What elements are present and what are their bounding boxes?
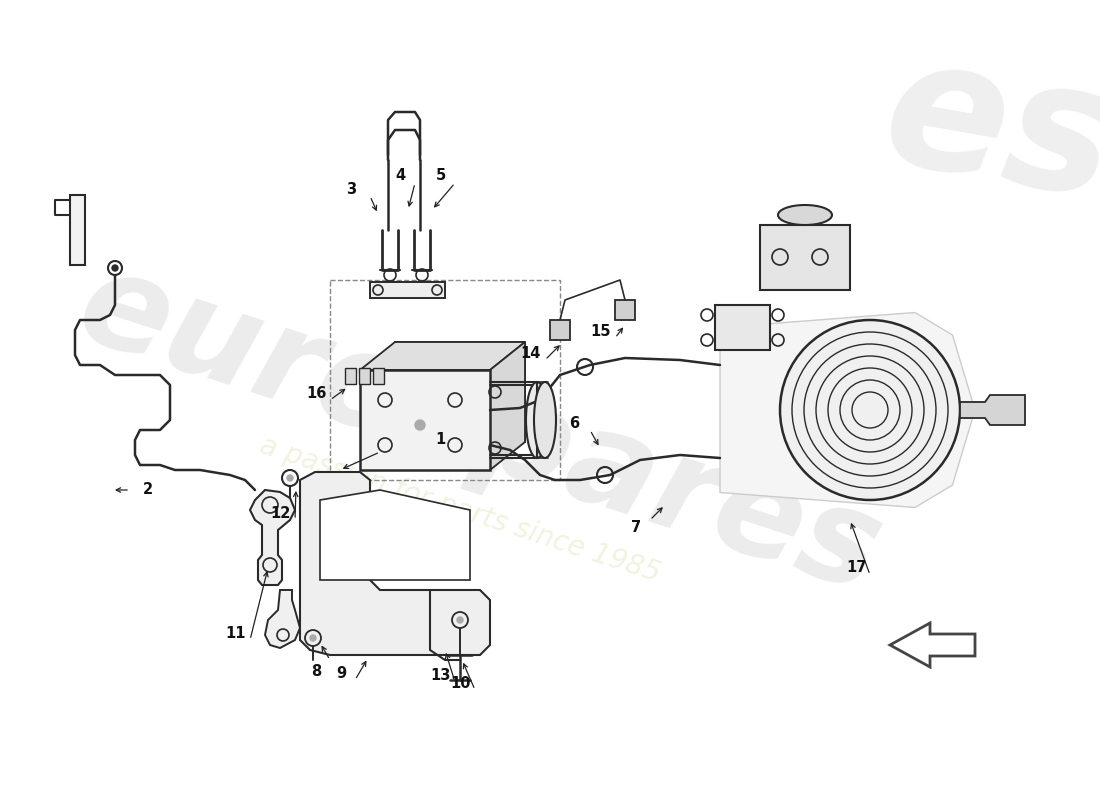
Text: 9: 9 <box>336 666 346 681</box>
Polygon shape <box>250 490 295 585</box>
Ellipse shape <box>778 205 832 225</box>
Circle shape <box>456 617 463 623</box>
Text: 7: 7 <box>631 519 641 534</box>
Polygon shape <box>490 342 525 470</box>
Text: 16: 16 <box>306 386 327 401</box>
Text: 5: 5 <box>436 169 447 183</box>
Polygon shape <box>70 195 85 265</box>
Polygon shape <box>360 370 490 470</box>
Circle shape <box>310 635 316 641</box>
Text: 2: 2 <box>143 482 153 498</box>
Polygon shape <box>395 342 525 442</box>
Polygon shape <box>550 320 570 340</box>
Polygon shape <box>615 300 635 320</box>
Text: 14: 14 <box>520 346 541 361</box>
Polygon shape <box>720 313 975 507</box>
Polygon shape <box>373 368 384 384</box>
Polygon shape <box>760 225 850 290</box>
Polygon shape <box>960 395 1025 425</box>
Text: 4: 4 <box>395 169 405 183</box>
Circle shape <box>415 420 425 430</box>
Circle shape <box>287 475 293 481</box>
Polygon shape <box>265 590 300 648</box>
Text: 12: 12 <box>271 506 292 521</box>
Ellipse shape <box>534 382 556 458</box>
Polygon shape <box>360 342 525 370</box>
Text: 13: 13 <box>431 667 451 682</box>
Ellipse shape <box>526 382 548 458</box>
Text: 11: 11 <box>226 626 246 641</box>
Polygon shape <box>300 472 490 655</box>
Text: eurospares: eurospares <box>64 241 896 619</box>
Polygon shape <box>890 623 975 667</box>
Polygon shape <box>320 490 470 580</box>
Circle shape <box>780 320 960 500</box>
Text: a passion for parts since 1985: a passion for parts since 1985 <box>256 432 664 588</box>
Circle shape <box>112 265 118 271</box>
Text: 3: 3 <box>345 182 356 198</box>
Bar <box>330 280 560 480</box>
Polygon shape <box>345 368 356 384</box>
Text: 8: 8 <box>311 665 321 679</box>
Polygon shape <box>715 305 770 350</box>
Text: es: es <box>871 23 1100 237</box>
Text: 17: 17 <box>846 561 866 575</box>
Polygon shape <box>370 282 446 298</box>
Text: 1: 1 <box>434 433 446 447</box>
Text: 6: 6 <box>569 415 579 430</box>
Text: 10: 10 <box>451 675 471 690</box>
Text: 15: 15 <box>591 323 612 338</box>
Polygon shape <box>359 368 370 384</box>
